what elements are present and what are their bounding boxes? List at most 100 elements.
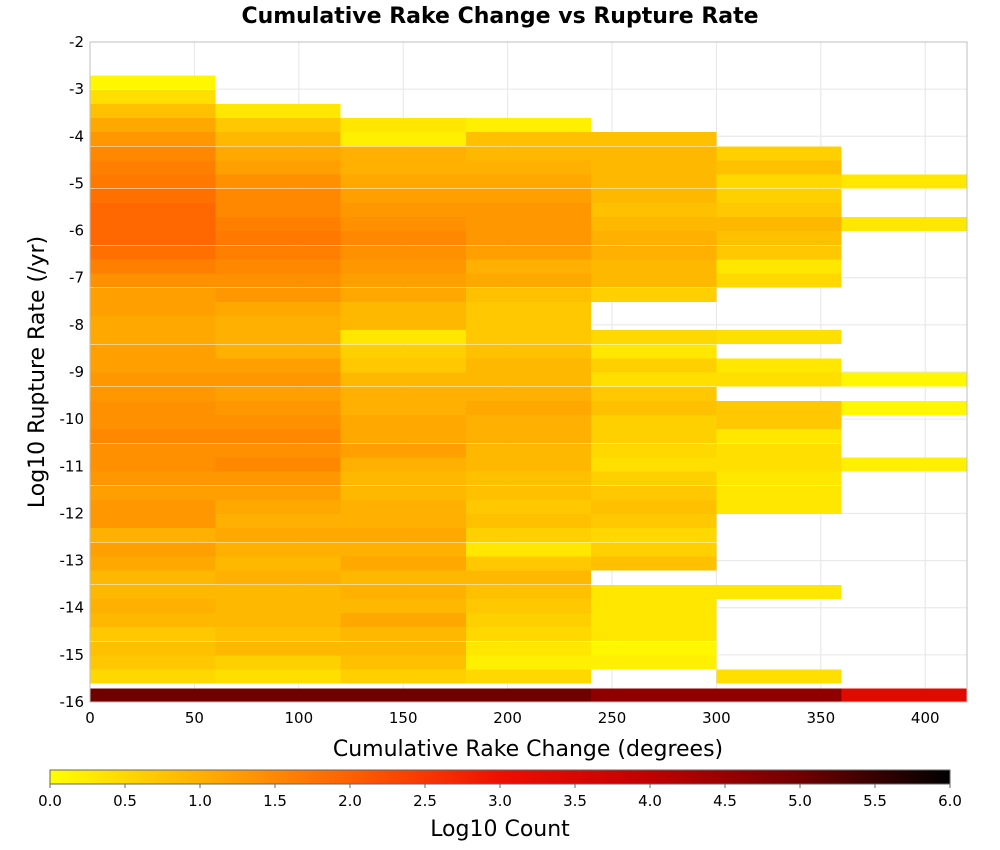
heatmap-cell — [591, 499, 717, 514]
heatmap-cell — [215, 358, 341, 373]
heatmap-cell — [340, 231, 466, 246]
x-tick-label: 200 — [493, 709, 522, 727]
heatmap-cell — [90, 386, 216, 401]
heatmap-cell — [591, 688, 717, 703]
x-axis-label: Cumulative Rake Change (degrees) — [333, 737, 723, 762]
heatmap-cell — [215, 400, 341, 415]
x-tick-label: 50 — [185, 709, 204, 727]
heatmap-cell — [215, 429, 341, 444]
x-tick-label: 250 — [598, 709, 627, 727]
heatmap-cell — [90, 188, 216, 203]
heatmap-cell — [340, 301, 466, 316]
heatmap-cell — [90, 146, 216, 161]
heatmap-cell — [716, 415, 842, 430]
heatmap-cell — [716, 372, 842, 387]
heatmap-cell — [465, 499, 592, 514]
heatmap-cell — [716, 485, 842, 500]
heatmap-cell — [591, 641, 717, 656]
y-tick-label: -16 — [60, 693, 85, 711]
heatmap-cell — [90, 457, 216, 472]
heatmap-cell — [215, 570, 341, 585]
y-tick-label: -3 — [69, 80, 84, 98]
heatmap-cell — [90, 301, 216, 316]
heatmap-cell — [340, 613, 466, 628]
x-tick-label: 0 — [85, 709, 95, 727]
heatmap-cell — [465, 598, 592, 613]
heatmap-cell — [215, 584, 341, 599]
heatmap-cell — [90, 132, 216, 147]
heatmap-cell — [90, 584, 216, 599]
heatmap-cell — [90, 344, 216, 359]
heatmap-cell — [716, 231, 842, 246]
heatmap-cell — [591, 344, 717, 359]
y-tick-label: -2 — [69, 33, 84, 51]
heatmap-cell — [716, 188, 842, 203]
heatmap-cell — [465, 542, 592, 557]
heatmap-cell — [340, 287, 466, 302]
heatmap-cell — [465, 443, 592, 458]
heatmap-cell — [90, 273, 216, 288]
heatmap-cell — [340, 132, 466, 147]
colorbar-tick-label: 2.0 — [338, 792, 362, 810]
heatmap-cell — [591, 542, 717, 557]
heatmap-cell — [716, 499, 842, 514]
heatmap-cell — [340, 429, 466, 444]
heatmap-cell — [716, 457, 842, 472]
heatmap-cell — [215, 669, 341, 684]
heatmap-cell — [465, 188, 592, 203]
heatmap-cell — [90, 287, 216, 302]
heatmap-cell — [591, 358, 717, 373]
heatmap-cell — [716, 174, 842, 189]
heatmap-cell — [90, 641, 216, 656]
heatmap-cell — [591, 457, 717, 472]
heatmap-cell — [465, 330, 592, 345]
heatmap-cell — [215, 627, 341, 642]
heatmap-cell — [340, 528, 466, 543]
heatmap-cell — [465, 528, 592, 543]
heatmap-cell — [591, 598, 717, 613]
heatmap-cell — [215, 443, 341, 458]
heatmap-cell — [215, 372, 341, 387]
colorbar-tick-label: 3.0 — [488, 792, 512, 810]
y-tick-label: -9 — [69, 363, 84, 381]
colorbar-tick-label: 1.5 — [263, 792, 287, 810]
heatmap-cell — [90, 415, 216, 430]
colorbar-tick-label: 0.5 — [113, 792, 137, 810]
heatmap-cell — [465, 584, 592, 599]
heatmap-cell — [215, 386, 341, 401]
heatmap-cell — [215, 245, 341, 260]
heatmap-cell — [465, 400, 592, 415]
heatmap-cell — [90, 514, 216, 529]
heatmap-cell — [591, 655, 717, 670]
heatmap-cell — [716, 443, 842, 458]
heatmap-cell — [340, 372, 466, 387]
x-tick-label: 100 — [284, 709, 313, 727]
y-tick-label: -6 — [69, 222, 84, 240]
heatmap-cell — [90, 202, 216, 217]
heatmap-cell — [340, 245, 466, 260]
heatmap-cell — [90, 627, 216, 642]
colorbar-tick-label: 0.0 — [38, 792, 62, 810]
heatmap-cell — [465, 287, 592, 302]
heatmap-cell — [340, 316, 466, 331]
heatmap-cell — [465, 217, 592, 232]
heatmap-cells — [90, 75, 967, 703]
heatmap-cell — [215, 259, 341, 274]
heatmap-cell — [591, 627, 717, 642]
heatmap-cell — [841, 457, 967, 472]
heatmap-cell — [215, 103, 341, 118]
heatmap-cell — [465, 301, 592, 316]
heatmap-cell — [340, 146, 466, 161]
heatmap-cell — [716, 330, 842, 345]
heatmap-cell — [90, 89, 216, 104]
heatmap-cell — [90, 542, 216, 557]
heatmap-cell — [340, 669, 466, 684]
heatmap-cell — [465, 655, 592, 670]
heatmap-cell — [591, 400, 717, 415]
heatmap-cell — [215, 118, 341, 133]
colorbar — [49, 769, 951, 785]
colorbar-ticks: 0.0 0.5 1.0 1.5 2.0 2.5 3.0 3.5 4.0 4.5 5.0 5.5 6.0 — [38, 784, 962, 810]
heatmap-cell — [90, 231, 216, 246]
heatmap-cell — [465, 570, 592, 585]
